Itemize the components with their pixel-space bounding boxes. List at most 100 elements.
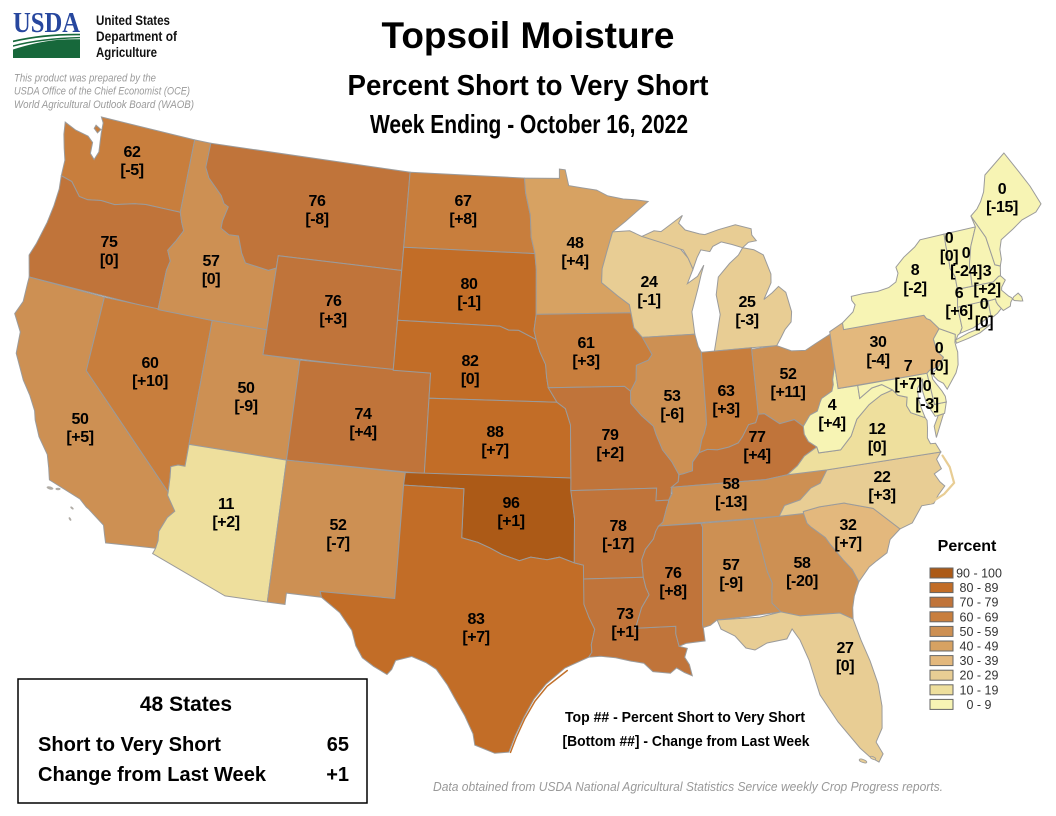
svg-text:58: 58 <box>723 476 740 493</box>
svg-text:[+7]: [+7] <box>894 376 921 393</box>
svg-text:6: 6 <box>955 285 964 302</box>
svg-text:25: 25 <box>739 294 756 311</box>
svg-text:20 - 29: 20 - 29 <box>960 669 999 683</box>
svg-text:63: 63 <box>718 383 735 400</box>
svg-text:Topsoil Moisture: Topsoil Moisture <box>382 15 675 56</box>
svg-text:[+7]: [+7] <box>834 535 861 552</box>
svg-text:[0]: [0] <box>868 439 886 456</box>
svg-text:79: 79 <box>602 427 619 444</box>
svg-text:3: 3 <box>983 263 992 280</box>
svg-text:12: 12 <box>869 421 886 438</box>
svg-text:[-17]: [-17] <box>602 536 634 553</box>
svg-text:[-20]: [-20] <box>786 573 818 590</box>
svg-text:75: 75 <box>101 234 118 251</box>
svg-text:[-5]: [-5] <box>120 162 143 179</box>
svg-text:Change from Last Week: Change from Last Week <box>38 764 267 786</box>
svg-text:USDA: USDA <box>13 7 80 39</box>
svg-text:80 - 89: 80 - 89 <box>960 581 999 595</box>
svg-text:0: 0 <box>998 181 1007 198</box>
svg-text:[-13]: [-13] <box>715 494 747 511</box>
svg-text:[0]: [0] <box>461 371 479 388</box>
svg-text:58: 58 <box>794 555 811 572</box>
svg-text:Agriculture: Agriculture <box>96 45 157 60</box>
svg-text:61: 61 <box>578 335 595 352</box>
svg-text:[-9]: [-9] <box>719 575 742 592</box>
svg-text:[0]: [0] <box>975 314 993 331</box>
svg-text:Department of: Department of <box>96 29 177 44</box>
svg-text:[+1]: [+1] <box>497 513 524 530</box>
svg-text:[-9]: [-9] <box>234 398 257 415</box>
svg-text:7: 7 <box>904 358 913 375</box>
svg-text:57: 57 <box>203 253 220 270</box>
svg-text:[+8]: [+8] <box>659 583 686 600</box>
svg-text:[-1]: [-1] <box>637 292 660 309</box>
svg-text:83: 83 <box>468 611 485 628</box>
svg-text:90 - 100: 90 - 100 <box>956 567 1002 581</box>
svg-text:78: 78 <box>610 518 627 535</box>
svg-text:80: 80 <box>461 276 478 293</box>
svg-text:30: 30 <box>870 334 887 351</box>
svg-text:60: 60 <box>142 355 159 372</box>
svg-text:48 States: 48 States <box>140 693 232 716</box>
svg-text:Top ## - Percent Short to Very: Top ## - Percent Short to Very Short <box>565 709 805 726</box>
svg-text:0: 0 <box>980 296 989 313</box>
svg-text:[+7]: [+7] <box>481 442 508 459</box>
svg-text:[Bottom ##] - Change from Last: [Bottom ##] - Change from Last Week <box>563 733 811 750</box>
svg-text:[-3]: [-3] <box>735 312 758 329</box>
svg-text:[0]: [0] <box>100 252 118 269</box>
svg-text:70 - 79: 70 - 79 <box>960 596 999 610</box>
svg-text:0: 0 <box>945 230 954 247</box>
svg-text:76: 76 <box>309 193 326 210</box>
svg-text:50: 50 <box>72 411 89 428</box>
svg-text:77: 77 <box>749 429 766 446</box>
svg-text:Percent: Percent <box>938 538 997 555</box>
svg-text:50 - 59: 50 - 59 <box>960 625 999 639</box>
svg-text:[+3]: [+3] <box>319 311 346 328</box>
svg-text:76: 76 <box>325 293 342 310</box>
svg-text:[-3]: [-3] <box>915 396 938 413</box>
svg-text:27: 27 <box>837 640 854 657</box>
svg-text:[-1]: [-1] <box>457 294 480 311</box>
svg-text:82: 82 <box>462 353 479 370</box>
svg-text:67: 67 <box>455 193 472 210</box>
svg-text:[+6]: [+6] <box>945 303 972 320</box>
svg-text:[+8]: [+8] <box>449 211 476 228</box>
svg-text:60 - 69: 60 - 69 <box>960 610 999 624</box>
svg-text:74: 74 <box>355 406 372 423</box>
svg-text:50: 50 <box>238 380 255 397</box>
svg-text:[+4]: [+4] <box>349 424 376 441</box>
svg-text:0: 0 <box>923 378 932 395</box>
svg-text:[0]: [0] <box>836 658 854 675</box>
svg-text:[-6]: [-6] <box>660 406 683 423</box>
svg-text:[+11]: [+11] <box>771 384 806 401</box>
svg-text:96: 96 <box>503 495 520 512</box>
svg-text:52: 52 <box>780 366 797 383</box>
svg-text:76: 76 <box>665 565 682 582</box>
svg-text:62: 62 <box>124 144 141 161</box>
svg-text:48: 48 <box>567 235 584 252</box>
svg-text:United States: United States <box>96 13 170 28</box>
svg-text:0: 0 <box>962 245 971 262</box>
svg-text:[+2]: [+2] <box>212 514 239 531</box>
svg-text:65: 65 <box>327 734 349 756</box>
svg-text:[+3]: [+3] <box>572 353 599 370</box>
svg-text:+1: +1 <box>326 764 349 786</box>
svg-text:4: 4 <box>828 397 837 414</box>
svg-text:USDA Office of the Chief Econo: USDA Office of the Chief Economist (OCE) <box>14 86 190 98</box>
svg-text:[+4]: [+4] <box>743 447 770 464</box>
svg-text:[+1]: [+1] <box>611 624 638 641</box>
svg-text:32: 32 <box>840 517 857 534</box>
svg-text:[+10]: [+10] <box>132 373 168 390</box>
svg-text:[-7]: [-7] <box>326 535 349 552</box>
svg-text:[+2]: [+2] <box>596 445 623 462</box>
svg-text:Short to Very Short: Short to Very Short <box>38 734 221 756</box>
svg-text:[-24]: [-24] <box>950 263 982 280</box>
svg-text:[+5]: [+5] <box>66 429 93 446</box>
svg-text:57: 57 <box>723 557 740 574</box>
svg-text:[+7]: [+7] <box>462 629 489 646</box>
svg-text:73: 73 <box>617 606 634 623</box>
svg-text:0: 0 <box>935 340 944 357</box>
svg-text:[+3]: [+3] <box>868 487 895 504</box>
svg-text:24: 24 <box>641 274 658 291</box>
svg-text:World Agricultural Outlook Boa: World Agricultural Outlook Board (WAOB) <box>14 99 194 111</box>
